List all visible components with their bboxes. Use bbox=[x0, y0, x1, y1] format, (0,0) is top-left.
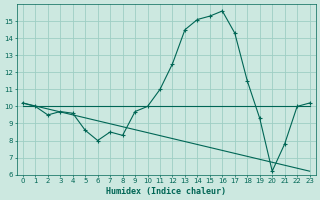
X-axis label: Humidex (Indice chaleur): Humidex (Indice chaleur) bbox=[106, 187, 226, 196]
